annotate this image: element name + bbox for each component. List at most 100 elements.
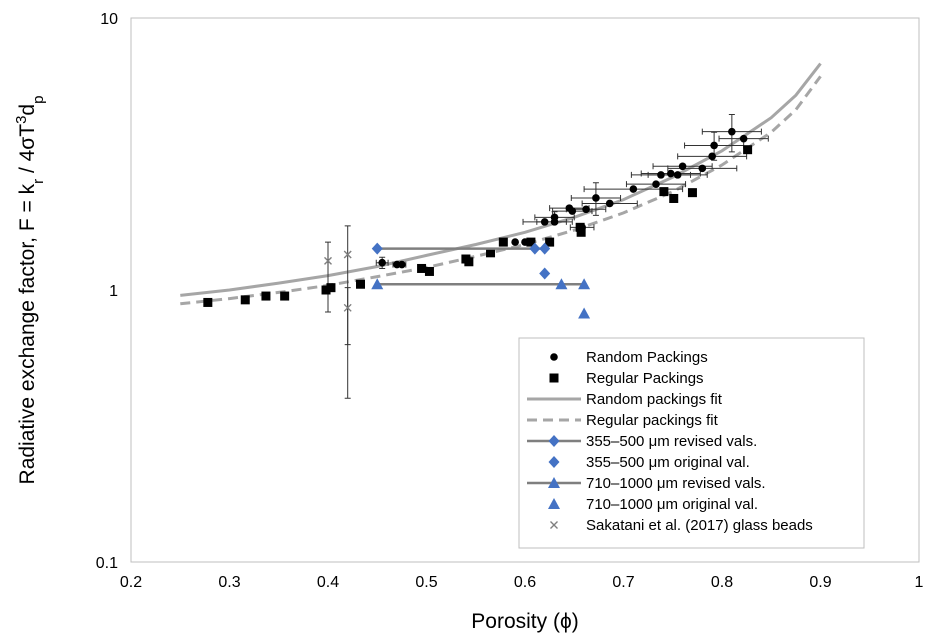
y-tick-label: 10 [100,11,118,28]
regular-packings-point [417,263,427,273]
regular-packings-point [261,291,271,301]
legend-marker-random-packings [550,353,558,361]
regular-packings-point [576,227,586,237]
legend-label-355-500-m-original-val: 355–500 μm original val. [586,454,750,471]
x-tick-label: 1 [915,574,924,591]
x-tick-label: 0.2 [120,574,142,591]
regular-packings-point [424,266,434,276]
355-500-m-revised-vals-point [539,242,551,255]
random-packings-point [582,205,590,214]
x-tick-label: 0.8 [711,574,733,591]
y-error-bar [325,241,331,313]
title-segment: Radiative exchange factor, F = k [16,183,39,484]
355-500-m-original-val-point [539,267,551,280]
random-packings-point [678,162,687,171]
legend-label-710-1000-m-original-val: 710–1000 μm original val. [586,496,758,513]
legend-marker-sakatani-et-al-2017-glass-beads [550,521,558,529]
regular-packings-point [743,145,753,155]
random-packings-point [511,238,519,246]
x-tick-label: 0.9 [809,574,831,591]
legend-label-random-packings: Random Packings [586,349,708,366]
regular-packings-point [526,237,536,247]
355-500-m-original-val-point [529,242,541,255]
regular-packings-point [321,285,331,295]
regular-packings-point [356,279,366,289]
subscript: r [30,179,47,184]
sakatani-et-al-2017-glass-beads-point [343,250,352,259]
sakatani-et-al-2017-glass-beads-point [343,303,352,312]
title-segment: d [16,104,39,116]
x-tick-label: 0.6 [514,574,536,591]
710-1000-m-original-val-point [578,307,591,319]
legend-label-710-1000-m-revised-vals: 710–1000 μm revised vals. [586,475,766,492]
legend-label-random-packings-fit: Random packings fit [586,391,723,408]
legend: Random Packings Regular Packings Random pa… [518,337,865,549]
legend-label-regular-packings-fit: Regular packings fit [586,412,719,429]
random-packings-point [540,218,549,226]
regular-packings-fit-line [180,75,822,306]
fit-lines [180,62,822,306]
regular-packings-point [687,188,697,198]
y-error-bar [344,287,351,399]
random-packings-point [550,218,559,226]
legend-marker-710-1000-m-original-val [548,498,560,509]
x-axis-title: Porosity (ϕ) [471,610,578,633]
random-packings-point [710,141,718,150]
random-packings-point [708,152,716,161]
data-markers [203,127,753,319]
regular-packings-point [486,248,496,258]
y-tick-label: 0.1 [96,555,118,572]
legend-marker-355-500-m-original-val [548,456,560,468]
y-tick-label: 1 [109,283,118,300]
710-1000-m-revised-vals-point [371,278,384,290]
legend-label-sakatani-et-al-2017-glass-beads: Sakatani et al. (2017) glass beads [586,517,813,534]
random-packings-point [568,207,577,215]
legend-label-355-500-m-revised-vals: 355–500 μm revised vals. [586,433,757,450]
regular-packings-point [669,193,679,203]
random-packings-point [652,180,660,188]
y-axis-title: Radiative exchange factor, F = kr / 4σT3… [13,96,47,485]
random-packings-point [673,171,682,179]
random-packings-point [629,185,638,193]
random-packings-point [666,169,675,178]
legend-marker-355-500-m-revised-vals [548,435,560,447]
random-packings-point [398,260,406,269]
random-packings-point [728,127,736,136]
sakatani-et-al-2017-glass-beads-point [324,256,332,265]
x-tick-label: 0.7 [612,574,634,591]
710-1000-m-original-val-point [555,278,568,290]
random-packings-point [698,164,707,173]
random-packings-point [657,171,665,179]
regular-packings-point [203,297,213,307]
legend-label-regular-packings: Regular Packings [586,370,704,387]
regular-packings-point [326,283,336,293]
710-1000-m-revised-vals-point [578,278,591,290]
x-tick-labels: 0.2 0.3 0.4 0.5 0.6 0.7 0.8 0.9 1 [120,574,924,591]
legend-box [518,337,865,549]
regular-packings-point [498,237,508,247]
regular-packings-point [575,222,585,232]
y-tick-labels: 0.1 1 10 [96,11,118,572]
regular-packings-point [545,237,555,247]
subscript: p [30,96,47,104]
x-tick-label: 0.4 [317,574,339,591]
random-packings-point [378,258,386,267]
regular-packings-point [464,257,474,267]
355-500-m-revised-vals-point [371,242,383,255]
regular-packings-point [240,295,250,305]
random-packings-point [739,134,748,143]
legend-marker-regular-packings [549,373,559,383]
legend-marker-710-1000-m-revised-vals [548,477,560,488]
regular-packings-point [280,291,290,301]
superscript: 3 [13,116,30,124]
random-packings-point [592,194,600,202]
random-packings-point [605,199,614,208]
plot-area-border [130,17,920,563]
random-packings-fit-line [180,62,822,297]
x-tick-label: 0.5 [415,574,437,591]
title-segment: / 4σT [16,124,39,179]
x-tick-label: 0.3 [218,574,240,591]
regular-packings-point [659,187,669,197]
